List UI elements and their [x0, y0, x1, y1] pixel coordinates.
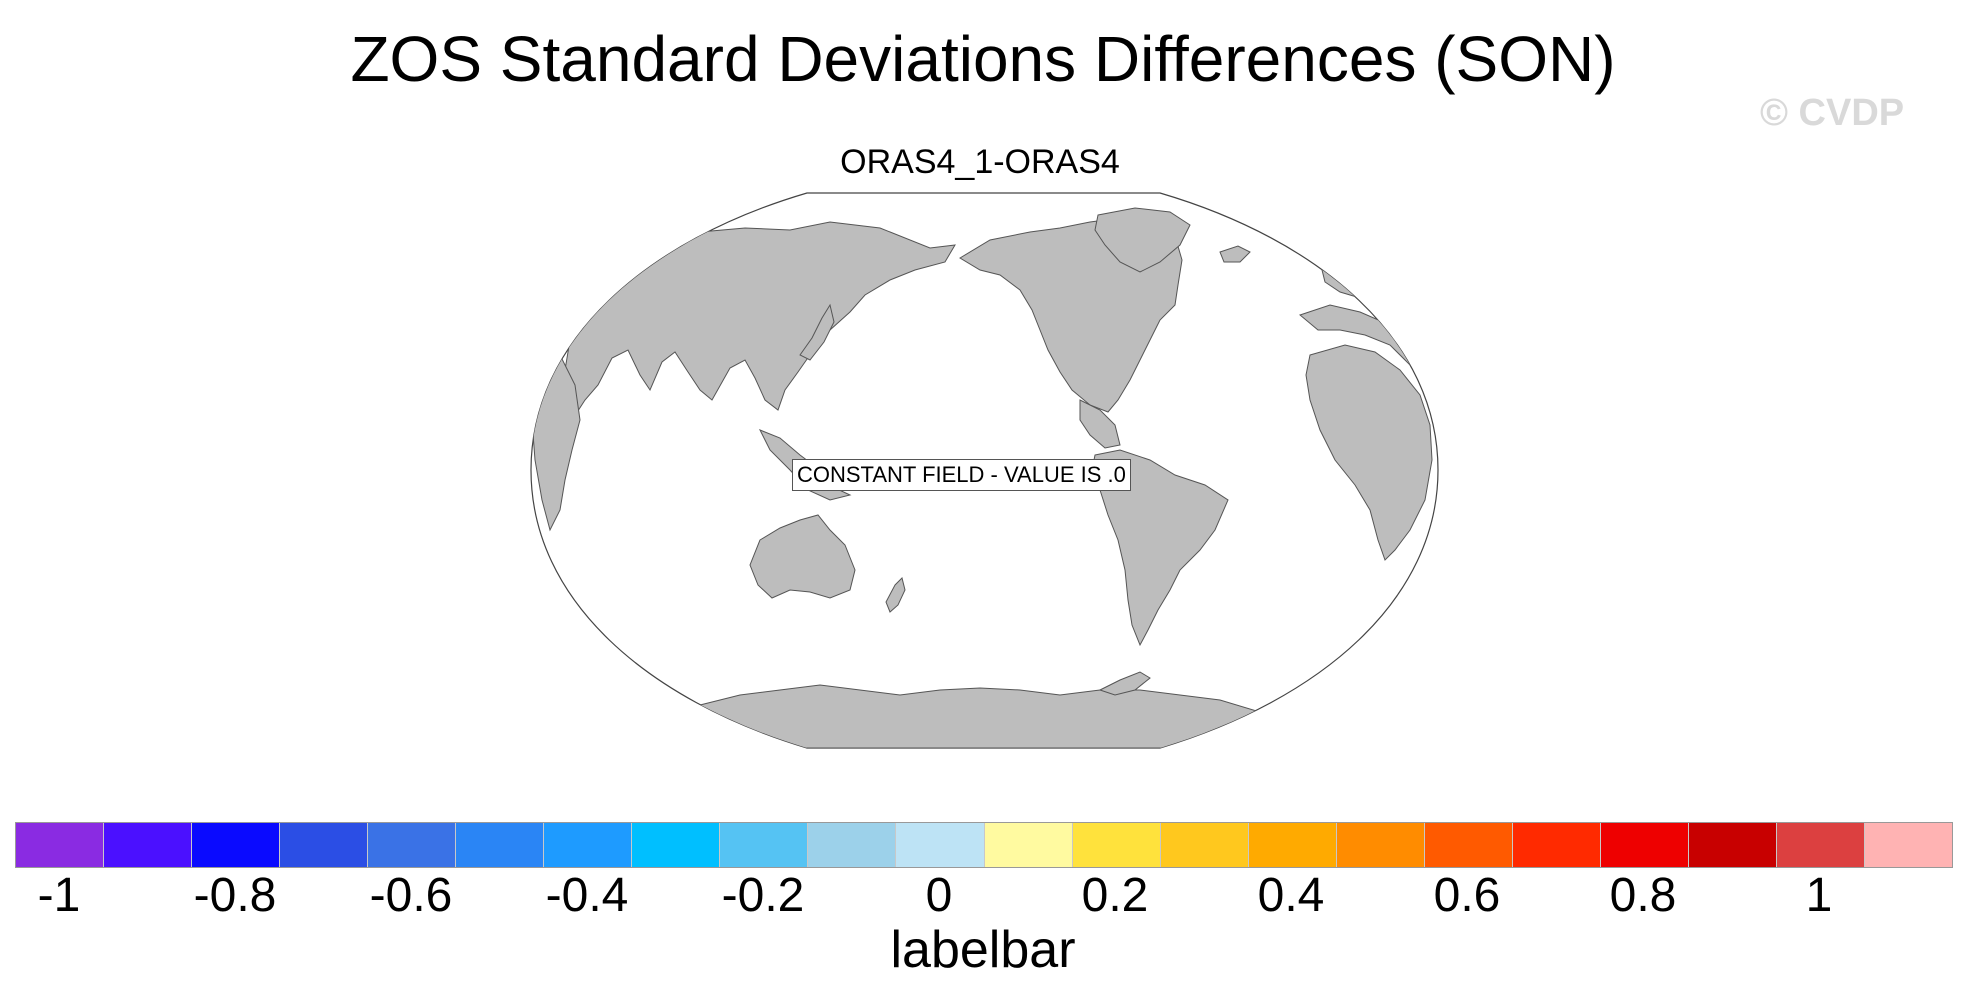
land-africa-east: [1305, 344, 1433, 561]
labelbar-swatch: [1776, 823, 1865, 867]
labelbar-tick: -1: [37, 869, 81, 922]
labelbar-tick: 0.4: [1257, 869, 1325, 922]
panel-title: ORAS4_1-ORAS4: [840, 143, 1120, 181]
labelbar-swatch: [1688, 823, 1777, 867]
labelbar-tick: 0.2: [1081, 869, 1149, 922]
labelbar-tick: 0: [925, 869, 953, 922]
labelbar-swatch: [456, 823, 545, 867]
constant-field-label: CONSTANT FIELD - VALUE IS .0: [792, 459, 1131, 491]
cvdp-watermark: © CVDP: [1760, 92, 1905, 134]
labelbar-tick: -0.8: [193, 869, 277, 922]
labelbar-swatch: [1248, 823, 1337, 867]
land-new-zealand: [885, 577, 906, 613]
land-africa-west: [531, 354, 581, 532]
land-antarctica: [699, 684, 1261, 748]
labelbar-swatch: [808, 823, 897, 867]
color-labelbar: [15, 822, 1953, 868]
labelbar-swatch: [1424, 823, 1513, 867]
labelbar-swatch: [720, 823, 809, 867]
land-greenland: [1094, 207, 1191, 273]
labelbar-tick: 0.8: [1609, 869, 1677, 922]
land-iceland: [1219, 245, 1251, 263]
labelbar-swatch: [192, 823, 281, 867]
labelbar-swatch: [1864, 823, 1953, 867]
labelbar-swatch: [1072, 823, 1161, 867]
figure-title: ZOS Standard Deviations Differences (SON…: [350, 23, 1616, 95]
land-central-america: [1079, 399, 1121, 449]
land-australia: [749, 514, 856, 599]
labelbar-swatch: [1600, 823, 1689, 867]
labelbar-swatch: [896, 823, 985, 867]
labelbar-swatch: [16, 823, 105, 867]
labelbar-tick: -0.2: [721, 869, 805, 922]
labelbar-tick: 0.6: [1433, 869, 1501, 922]
labelbar-swatch: [280, 823, 369, 867]
labelbar-tick: -0.6: [369, 869, 453, 922]
land-south-america: [1091, 449, 1229, 647]
labelbar-swatch: [632, 823, 721, 867]
land-antarctic-peninsula: [1098, 671, 1151, 696]
labelbar-tick: -0.4: [545, 869, 629, 922]
labelbar-swatch: [984, 823, 1073, 867]
labelbar-swatch: [368, 823, 457, 867]
labelbar-swatch: [104, 823, 193, 867]
labelbar-swatch: [1512, 823, 1601, 867]
labelbar-swatch: [544, 823, 633, 867]
land-japan: [799, 303, 835, 361]
labelbar-swatch: [1336, 823, 1425, 867]
labelbar-swatch: [1160, 823, 1249, 867]
labelbar-caption: labelbar: [890, 921, 1076, 979]
labelbar-tick: 1: [1805, 869, 1833, 922]
